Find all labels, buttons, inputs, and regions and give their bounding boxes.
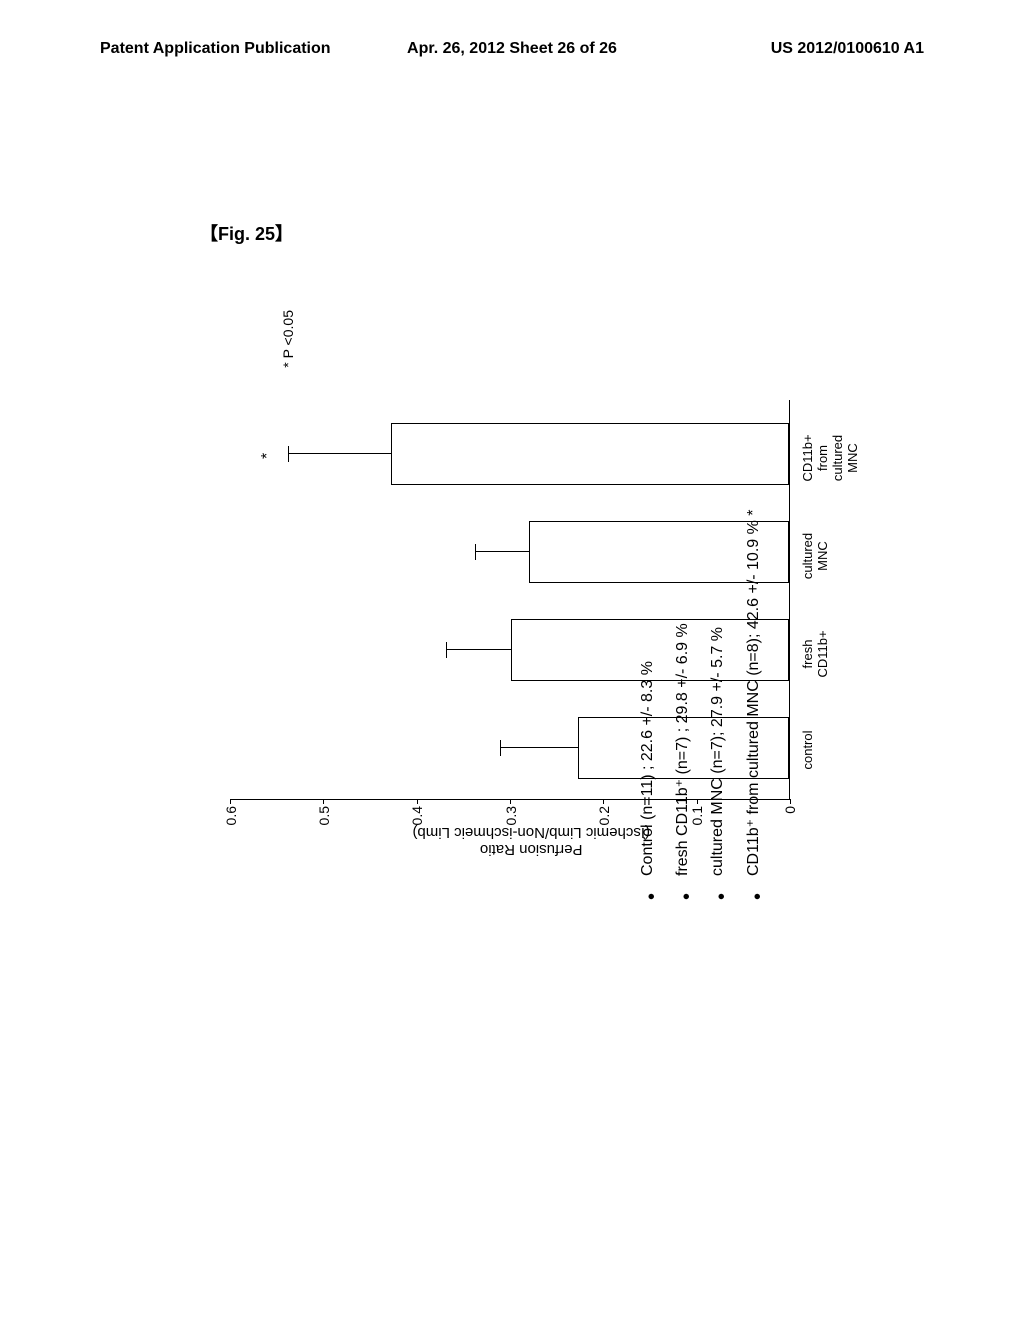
error-bar-cultured-mnc (476, 551, 529, 552)
result-item-3: CD11b⁺ from cultured MNC (n=8); 42.6 +/-… (736, 509, 771, 900)
header-center: Apr. 26, 2012 Sheet 26 of 26 (407, 40, 617, 58)
result-item-2: cultured MNC (n=7); 27.9 +/- 5.7 % (700, 509, 735, 900)
error-cap-cultured-mnc (475, 544, 476, 560)
y-tick-6: 0.6 (223, 806, 239, 846)
significance-star: * (259, 453, 277, 459)
y-tick-4: 0.4 (409, 806, 425, 846)
y-tick-2: 0.2 (596, 806, 612, 846)
header-right: US 2012/0100610 A1 (771, 40, 924, 58)
bar-cd11b-cultured (391, 423, 789, 485)
result-item-0: Control (n=11) ; 22.6 +/- 8.3 % (630, 509, 665, 900)
x-label-3: CD11b+ from cultured MNC (800, 418, 860, 498)
result-item-1: fresh CD11b⁺ (n=7) ; 29.8 +/- 6.9 % (665, 509, 700, 900)
error-cap-control (500, 740, 501, 756)
y-tick-5: 0.5 (316, 806, 332, 846)
error-bar-control (501, 747, 578, 748)
y-tick-3: 0.3 (503, 806, 519, 846)
x-label-1: fresh CD11b+ (800, 614, 830, 694)
p-value-label: * P <0.05 (280, 310, 296, 368)
y-tick-0: 0 (782, 806, 798, 846)
header-left: Patent Application Publication (100, 40, 331, 58)
figure-label: 【Fig. 25】 (200, 220, 293, 246)
error-cap-cd11b-cultured (288, 446, 289, 462)
results-list: Control (n=11) ; 22.6 +/- 8.3 % fresh CD… (630, 509, 771, 900)
x-label-2: cultured MNC (800, 516, 830, 596)
y-axis-title: Perfusion Ratio (Ischemic Limb/Non-ischm… (412, 824, 650, 858)
x-label-0: control (800, 710, 815, 790)
error-bar-fresh-cd11b (447, 649, 511, 650)
error-cap-fresh-cd11b (446, 642, 447, 658)
error-bar-cd11b-cultured (289, 453, 391, 454)
